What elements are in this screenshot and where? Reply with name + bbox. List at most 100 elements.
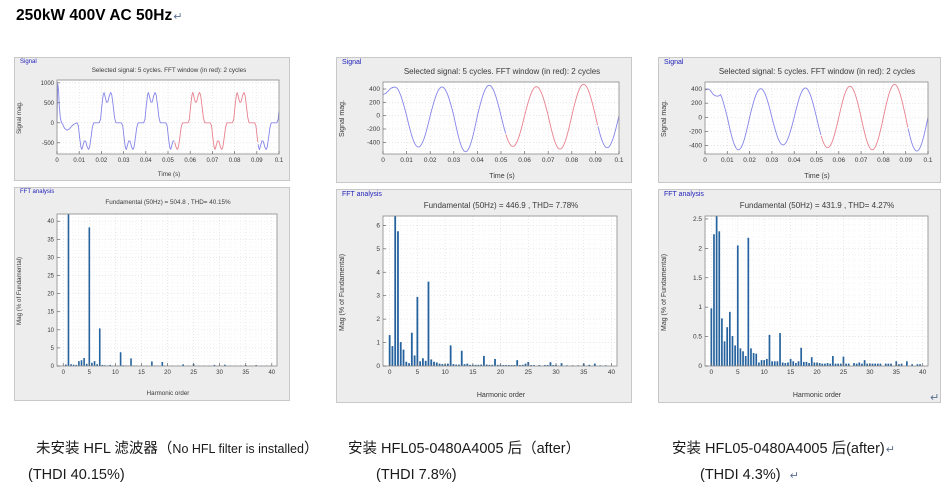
svg-text:0.04: 0.04 bbox=[140, 158, 152, 164]
svg-text:200: 200 bbox=[369, 99, 380, 106]
page-title: 250kW 400V AC 50Hz↵ bbox=[16, 7, 182, 25]
svg-text:15: 15 bbox=[787, 369, 795, 376]
x-axis-label: Harmonic order bbox=[792, 392, 842, 399]
svg-text:0.08: 0.08 bbox=[877, 157, 890, 164]
svg-text:0.09: 0.09 bbox=[899, 157, 912, 164]
svg-text:2.5: 2.5 bbox=[693, 216, 702, 223]
svg-text:30: 30 bbox=[47, 255, 54, 261]
svg-text:2: 2 bbox=[376, 316, 380, 323]
plot-title: Selected signal: 5 cycles. FFT window (i… bbox=[718, 67, 916, 76]
svg-text:0.04: 0.04 bbox=[471, 157, 484, 164]
panel-label: FFT analysis bbox=[664, 191, 704, 198]
y-axis-label: Mag (% of Fundamental) bbox=[16, 256, 23, 326]
svg-text:0.02: 0.02 bbox=[743, 157, 756, 164]
fft-panel-2: FFT analysis Fundamental (50Hz) = 446.9 … bbox=[336, 189, 632, 403]
svg-text:0: 0 bbox=[381, 157, 385, 164]
svg-text:0.07: 0.07 bbox=[207, 158, 219, 164]
paragraph-mark-icon: ↵ bbox=[173, 11, 183, 23]
svg-text:10: 10 bbox=[441, 369, 449, 376]
svg-text:0: 0 bbox=[51, 364, 55, 370]
fft-plot-1: 0 5 10 15 20 25 30 35 40 0 5 10 15 20 25 30 35 40 bbox=[47, 213, 278, 376]
svg-text:0: 0 bbox=[703, 157, 707, 164]
paragraph-mark-icon: ↵ bbox=[885, 444, 895, 456]
caption-cn-text: 未安装 HFL 滤波器（ bbox=[36, 441, 173, 457]
svg-text:0.01: 0.01 bbox=[721, 157, 734, 164]
svg-text:5: 5 bbox=[88, 370, 92, 376]
panel-label: FFT analysis bbox=[20, 189, 55, 195]
svg-text:1000: 1000 bbox=[41, 81, 55, 87]
svg-text:10: 10 bbox=[47, 328, 54, 334]
svg-text:15: 15 bbox=[469, 369, 477, 376]
svg-text:0.03: 0.03 bbox=[766, 157, 779, 164]
svg-text:6: 6 bbox=[376, 222, 380, 229]
caption-text: (THDI 4.3%) bbox=[700, 467, 781, 483]
x-axis-label: Time (s) bbox=[489, 173, 515, 180]
caption-panel-2-line-1: 安装 HFL05-0480A4005 后（after） bbox=[348, 441, 581, 457]
svg-text:0.1: 0.1 bbox=[275, 158, 284, 164]
svg-text:0.05: 0.05 bbox=[162, 158, 174, 164]
svg-text:5: 5 bbox=[376, 246, 380, 253]
svg-text:-200: -200 bbox=[689, 128, 702, 135]
svg-text:0.01: 0.01 bbox=[73, 158, 85, 164]
svg-text:0.04: 0.04 bbox=[788, 157, 801, 164]
y-axis-label: Signal mag. bbox=[339, 100, 346, 138]
svg-text:-400: -400 bbox=[689, 143, 702, 150]
svg-text:3: 3 bbox=[376, 293, 380, 300]
svg-text:0: 0 bbox=[698, 363, 702, 370]
svg-text:0: 0 bbox=[698, 114, 702, 121]
y-axis-label: Signal mag. bbox=[661, 100, 668, 138]
svg-text:0.1: 0.1 bbox=[614, 157, 623, 164]
svg-text:5: 5 bbox=[736, 369, 740, 376]
svg-text:0.03: 0.03 bbox=[118, 158, 130, 164]
paragraph-mark-icon: ↵ bbox=[789, 470, 799, 482]
svg-text:0: 0 bbox=[62, 370, 66, 376]
svg-text:4: 4 bbox=[376, 269, 380, 276]
signal-plot-2: 0 0.01 0.02 0.03 0.04 0.05 0.06 0.07 0.08 0.09 0.1… bbox=[367, 81, 624, 164]
svg-text:20: 20 bbox=[47, 292, 54, 298]
caption-cn-text: 安装 HFL05-0480A4005 后(after) bbox=[672, 441, 885, 457]
svg-text:0.05: 0.05 bbox=[810, 157, 823, 164]
signal-panel-3: Signal Selected signal: 5 cycles. FFT wi… bbox=[658, 57, 941, 183]
caption-panel-3-line-2: (THDI 4.3%) ↵ bbox=[700, 467, 799, 483]
fft-plot-2: 0 5 10 15 20 25 30 35 40 0 1 2 3 4 5 6 bbox=[376, 215, 618, 376]
svg-text:0.03: 0.03 bbox=[447, 157, 460, 164]
svg-text:1.5: 1.5 bbox=[693, 275, 702, 282]
svg-text:40: 40 bbox=[47, 219, 54, 225]
svg-text:15: 15 bbox=[47, 310, 54, 316]
svg-text:-400: -400 bbox=[367, 139, 380, 146]
x-axis-label: Time (s) bbox=[804, 173, 830, 180]
svg-text:2: 2 bbox=[698, 245, 702, 252]
y-axis-label: Signal mag. bbox=[16, 101, 23, 135]
svg-text:0.07: 0.07 bbox=[855, 157, 868, 164]
paragraph-mark-icon: ↵ bbox=[930, 392, 940, 404]
plot-title: Fundamental (50Hz) = 504.8 , THD= 40.15% bbox=[105, 199, 231, 206]
svg-text:0.06: 0.06 bbox=[832, 157, 845, 164]
svg-text:25: 25 bbox=[190, 370, 197, 376]
svg-text:0.02: 0.02 bbox=[96, 158, 108, 164]
svg-text:0.08: 0.08 bbox=[565, 157, 578, 164]
plot-title: Fundamental (50Hz) = 446.9 , THD= 7.78% bbox=[423, 201, 579, 210]
svg-text:400: 400 bbox=[369, 86, 380, 93]
svg-text:400: 400 bbox=[691, 86, 702, 93]
caption-panel-2-line-2: (THDI 7.8%) bbox=[376, 467, 457, 483]
svg-text:0.06: 0.06 bbox=[518, 157, 531, 164]
panel-label: Signal bbox=[664, 59, 684, 66]
svg-text:-200: -200 bbox=[367, 126, 380, 133]
svg-text:0.09: 0.09 bbox=[589, 157, 602, 164]
caption-panel-1-line-2: (THDI 40.15%) bbox=[28, 467, 125, 483]
svg-text:0: 0 bbox=[710, 369, 714, 376]
signal-panel-1: Signal Selected signal: 5 cycles. FFT wi… bbox=[14, 57, 290, 181]
svg-text:0.5: 0.5 bbox=[693, 334, 702, 341]
signal-plot-3: 0 0.01 0.02 0.03 0.04 0.05 0.06 0.07 0.08 0.09 0.1… bbox=[689, 81, 933, 164]
svg-text:30: 30 bbox=[866, 369, 874, 376]
panel-label: FFT analysis bbox=[342, 191, 382, 198]
svg-text:20: 20 bbox=[813, 369, 821, 376]
svg-text:40: 40 bbox=[268, 370, 275, 376]
caption-cn-text: ） bbox=[303, 441, 319, 457]
svg-text:200: 200 bbox=[691, 100, 702, 107]
svg-text:20: 20 bbox=[497, 369, 505, 376]
svg-text:25: 25 bbox=[525, 369, 533, 376]
svg-text:25: 25 bbox=[47, 274, 54, 280]
signal-panel-2: Signal Selected signal: 5 cycles. FFT wi… bbox=[336, 57, 632, 183]
